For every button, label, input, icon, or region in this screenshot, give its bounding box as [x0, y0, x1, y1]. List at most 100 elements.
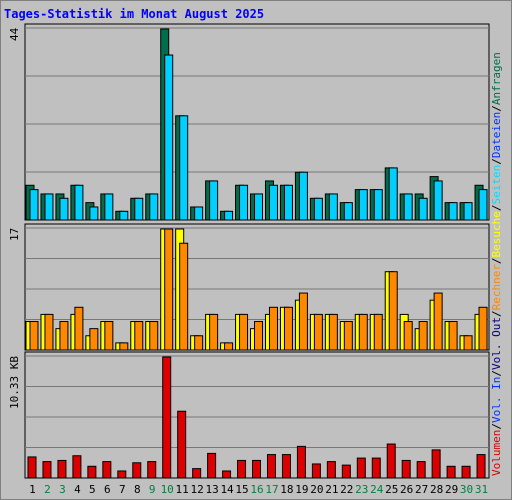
- bar-volumen-day-22: [341, 464, 351, 479]
- bar-volumen-day-26: [401, 459, 411, 479]
- bar-volumen-day-23: [356, 457, 366, 479]
- bar-dateien-day-2: [44, 193, 54, 221]
- bar-rechner-day-7: [119, 342, 129, 351]
- bar-dateien-day-12: [194, 206, 204, 221]
- x-tick-label-6: 6: [104, 483, 111, 496]
- x-tick-label-16: 16: [250, 483, 263, 496]
- bar-dateien-day-7: [119, 210, 129, 221]
- bar-rechner-day-6: [104, 321, 114, 351]
- bar-volumen-day-16: [252, 459, 262, 479]
- bar-volumen-day-3: [57, 459, 67, 479]
- bar-rechner-day-30: [463, 335, 473, 351]
- bar-rechner-day-14: [224, 342, 234, 351]
- bar-rechner-day-28: [433, 292, 443, 351]
- bar-volumen-day-2: [42, 461, 52, 479]
- legend-rechner: Rechner: [490, 264, 503, 311]
- bar-rechner-day-10: [164, 228, 174, 351]
- bar-rechner-day-20: [313, 313, 323, 351]
- bar-dateien-day-16: [254, 193, 264, 221]
- bar-dateien-day-18: [283, 184, 293, 221]
- bar-dateien-day-4: [74, 184, 84, 221]
- x-tick-label-14: 14: [220, 483, 234, 496]
- bar-dateien-day-29: [448, 202, 458, 221]
- bar-volumen-day-14: [222, 470, 232, 479]
- x-tick-label-27: 27: [415, 483, 428, 496]
- x-tick-label-7: 7: [119, 483, 126, 496]
- legend-sep: /: [490, 204, 503, 212]
- bar-volumen-day-20: [311, 463, 321, 479]
- bar-volumen-day-4: [72, 455, 82, 479]
- legend-dateien: Dateien: [490, 111, 503, 159]
- bar-dateien-day-31: [478, 189, 488, 221]
- bar-dateien-day-14: [224, 210, 234, 221]
- plot-area-hits: [24, 23, 490, 221]
- bar-volumen-day-30: [461, 465, 471, 479]
- bar-rechner-day-21: [328, 313, 338, 351]
- bar-dateien-day-8: [134, 197, 144, 221]
- x-tick-label-28: 28: [430, 483, 443, 496]
- y-max-label-hits: 44: [8, 27, 21, 41]
- bar-rechner-day-2: [44, 313, 54, 351]
- x-tick-label-24: 24: [370, 483, 384, 496]
- bar-dateien-day-24: [373, 189, 383, 221]
- bar-rechner-day-22: [343, 321, 353, 351]
- x-tick-label-26: 26: [400, 483, 413, 496]
- bar-dateien-day-15: [239, 184, 249, 221]
- x-tick-label-31: 31: [475, 483, 488, 496]
- chart-title: Tages-Statistik im Monat August 2025: [4, 7, 265, 21]
- bar-rechner-day-25: [388, 271, 398, 351]
- bar-dateien-day-23: [358, 189, 368, 221]
- legend-sep: /: [490, 370, 503, 377]
- legend-volumen: Volumen: [490, 429, 503, 476]
- x-tick-label-4: 4: [74, 483, 81, 496]
- bar-rechner-day-13: [209, 313, 219, 351]
- bar-dateien-day-5: [89, 206, 99, 221]
- bar-volumen-day-28: [431, 449, 441, 479]
- bar-volumen-day-12: [192, 468, 202, 479]
- bar-volumen-day-17: [266, 454, 276, 479]
- bar-volumen-day-13: [207, 452, 217, 479]
- bar-volumen-day-11: [177, 410, 187, 479]
- bar-rechner-day-24: [373, 313, 383, 351]
- x-tick-label-15: 15: [235, 483, 248, 496]
- y-max-label-volume: 10.33 KB: [8, 356, 21, 409]
- bar-volumen-day-27: [416, 461, 426, 479]
- bar-dateien-day-25: [388, 167, 398, 221]
- bar-dateien-day-21: [328, 193, 338, 221]
- bar-rechner-day-16: [254, 321, 264, 351]
- bar-volumen-day-19: [296, 445, 306, 479]
- bar-dateien-day-9: [149, 193, 159, 221]
- bar-volumen-day-9: [147, 461, 157, 479]
- x-tick-label-25: 25: [385, 483, 398, 496]
- x-tick-label-5: 5: [89, 483, 96, 496]
- x-tick-label-20: 20: [310, 483, 323, 496]
- bar-rechner-day-8: [134, 321, 144, 351]
- legend-sep: /: [490, 423, 503, 430]
- bar-rechner-day-31: [478, 306, 488, 351]
- bar-dateien-day-20: [313, 197, 323, 221]
- x-tick-label-1: 1: [29, 483, 36, 496]
- x-tick-label-3: 3: [59, 483, 66, 496]
- legend-anfragen: Anfragen: [490, 52, 503, 106]
- bar-rechner-day-17: [268, 306, 278, 351]
- bar-dateien-day-13: [209, 180, 219, 221]
- bar-rechner-day-19: [298, 292, 308, 351]
- legend-sep: /: [490, 158, 503, 165]
- y-max-label-visits: 17: [8, 227, 21, 241]
- x-tick-label-2: 2: [44, 483, 51, 496]
- bar-volumen-day-29: [446, 465, 456, 479]
- bar-rechner-day-27: [418, 321, 428, 351]
- x-tick-label-10: 10: [161, 483, 174, 496]
- x-tick-label-8: 8: [134, 483, 141, 496]
- legend-seiten: Seiten: [490, 164, 503, 205]
- bar-dateien-day-22: [343, 202, 353, 221]
- bar-volumen-day-7: [117, 470, 127, 479]
- bar-rechner-day-1: [29, 321, 39, 351]
- bar-volumen-day-10: [162, 356, 172, 479]
- legend-vol-out: Vol. Out: [490, 317, 503, 371]
- bar-dateien-day-19: [298, 171, 308, 221]
- bar-rechner-day-12: [194, 335, 204, 351]
- x-tick-label-23: 23: [355, 483, 368, 496]
- bar-volumen-day-1: [27, 456, 37, 479]
